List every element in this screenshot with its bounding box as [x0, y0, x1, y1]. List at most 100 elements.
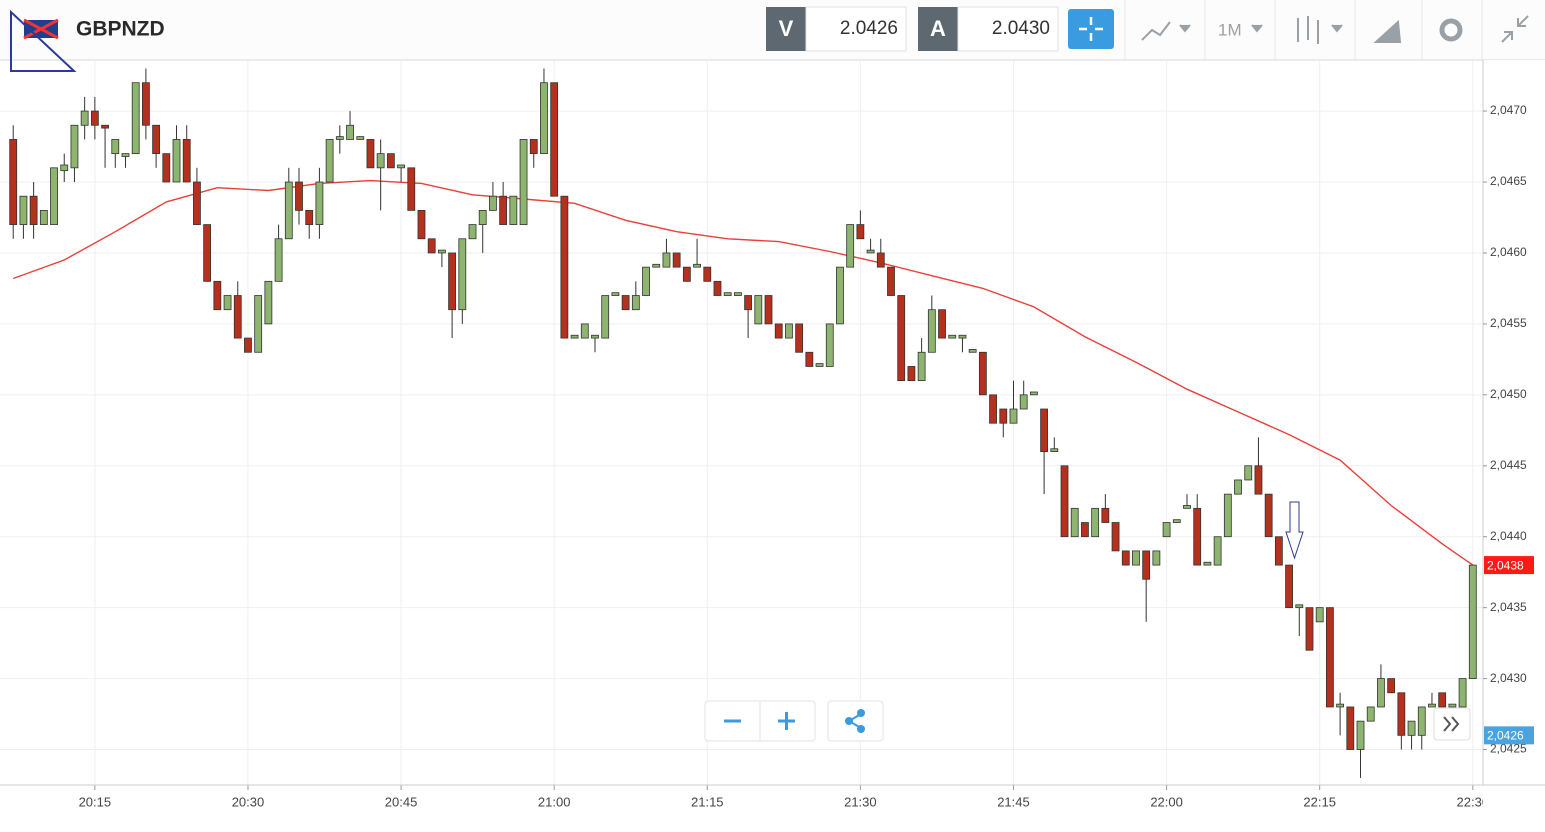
y-tick-label: 2,0430: [1490, 671, 1527, 685]
collapse-icon[interactable]: [1501, 15, 1529, 43]
candle-body: [1407, 720, 1416, 736]
candle-body: [305, 209, 314, 225]
candle-body: [723, 292, 732, 296]
candle-body: [601, 295, 610, 339]
candle-body: [1295, 604, 1304, 609]
candle-body: [560, 195, 569, 339]
sell-label: V: [779, 16, 794, 41]
crosshair-button[interactable]: [1068, 9, 1114, 49]
candle-body: [989, 394, 997, 424]
candle-body: [29, 195, 38, 225]
candle-body: [397, 164, 405, 169]
toolbar-icons: [1141, 15, 1529, 44]
candle-body: [1264, 493, 1273, 538]
candle-body: [458, 238, 467, 311]
candle-body: [152, 124, 161, 155]
candle-body: [968, 349, 977, 353]
candle-body: [264, 280, 273, 325]
candle-body: [407, 167, 416, 211]
settings-icon[interactable]: [1439, 18, 1463, 42]
candle-body: [733, 292, 742, 296]
dropdown-arrow[interactable]: [1251, 24, 1263, 33]
candle-body: [764, 295, 773, 325]
candle-body: [1213, 536, 1222, 566]
x-tick-label: 22:00: [1150, 794, 1183, 809]
candle-body: [754, 295, 763, 325]
candle-body: [335, 136, 344, 140]
candle-body: [111, 139, 120, 155]
candle-body: [376, 153, 385, 169]
crosshair-icon: [1079, 17, 1103, 41]
candle-body: [1356, 720, 1365, 750]
x-tick-label: 21:45: [997, 794, 1030, 809]
candle-body: [1111, 522, 1120, 552]
x-tick-label: 20:30: [232, 794, 265, 809]
candle-body: [356, 136, 365, 140]
buy-price-box[interactable]: [957, 6, 1059, 52]
candle-body: [1193, 507, 1202, 566]
candle-body: [999, 408, 1008, 424]
candle-body: [1152, 550, 1161, 566]
arrow-marker: [1285, 501, 1304, 560]
candle-body: [825, 323, 834, 367]
candle-body: [1417, 706, 1426, 736]
timeframe[interactable]: 1M: [1218, 20, 1242, 39]
buy-button[interactable]: [918, 7, 958, 51]
share-dot: [857, 709, 865, 717]
candle-body: [856, 224, 865, 240]
candle-body: [1172, 519, 1181, 523]
candle-body: [1142, 550, 1151, 580]
chart-type-icon[interactable]: [1141, 21, 1171, 41]
candle-body: [1029, 391, 1038, 396]
candle-body: [9, 139, 18, 225]
dropdown-arrow[interactable]: [1331, 24, 1343, 33]
candle-body: [927, 309, 936, 353]
share-box[interactable]: [827, 700, 884, 742]
candle-body: [1162, 522, 1171, 538]
y-tick-label: 2,0455: [1490, 316, 1527, 330]
candle-body: [1458, 678, 1467, 708]
dropdown-arrow[interactable]: [1179, 24, 1191, 33]
candle-body: [213, 280, 222, 311]
candle-body: [580, 323, 589, 339]
sell-button[interactable]: [766, 7, 806, 51]
y-tick-label: 2,0465: [1490, 174, 1527, 188]
candle-body: [223, 295, 232, 311]
candle-body: [897, 295, 906, 382]
candle-body: [50, 167, 58, 225]
candle-body: [468, 224, 477, 240]
sell-price-box[interactable]: [805, 6, 907, 52]
candle-body: [141, 82, 150, 126]
candle-body: [1438, 692, 1447, 708]
header: GBPNZD V 2.0426 A 2.0430 1M: [0, 0, 1545, 72]
candle-body: [437, 249, 446, 254]
candle-body: [785, 323, 793, 339]
x-tick-label: 21:00: [538, 794, 571, 809]
candle-body: [805, 351, 814, 367]
zoom-in[interactable]: [778, 712, 795, 730]
candle-body: [244, 337, 252, 353]
buy-price: 2.0430: [992, 18, 1050, 39]
candle-body: [1397, 692, 1406, 736]
scroll-end-button[interactable]: [1433, 707, 1471, 741]
candle-body: [1070, 507, 1079, 538]
candle-body: [1377, 678, 1385, 708]
draw-icon[interactable]: [1373, 19, 1402, 43]
x-tick-label: 21:30: [844, 794, 877, 809]
x-tick-label: 20:45: [385, 794, 418, 809]
plot: 20:15 20:30 20:45 21:00 21:15 21:30 21:45 22:00…: [0, 60, 1545, 809]
candle-body: [39, 209, 48, 225]
x-tick-label: 22:30: [1457, 794, 1490, 809]
candle-body: [1183, 505, 1191, 509]
candle-body: [876, 252, 885, 268]
candle-body: [478, 209, 487, 225]
y-tick-label: 2,0440: [1490, 529, 1527, 543]
candle-body: [540, 82, 548, 155]
candle-body: [366, 139, 375, 169]
candles-icon[interactable]: [1297, 16, 1319, 44]
candle-body: [1325, 607, 1334, 708]
candle-body: [101, 124, 109, 129]
candle-body: [1091, 507, 1100, 538]
buy-label: A: [930, 16, 946, 41]
candle-body: [1040, 408, 1049, 452]
